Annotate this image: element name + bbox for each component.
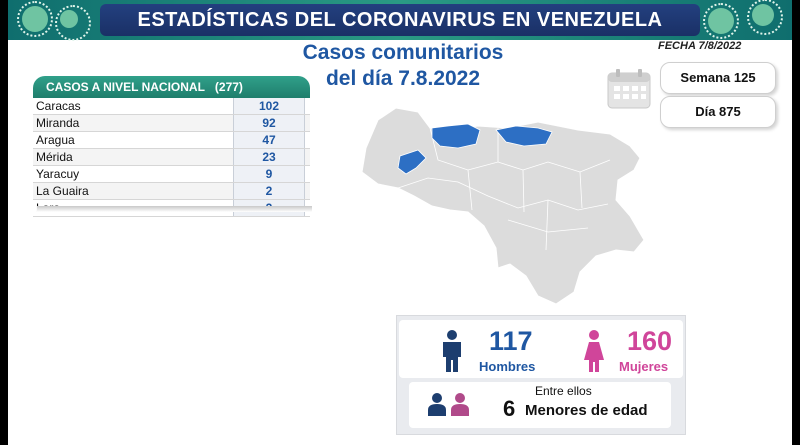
virus-icon (747, 0, 783, 35)
state-name: Caracas (36, 99, 81, 113)
state-cases: 9 (233, 166, 305, 182)
header-bar: ESTADÍSTICAS DEL CORONAVIRUS EN VENEZUEL… (8, 0, 792, 41)
state-name: La Guaira (36, 184, 89, 198)
subtitle-line2: del día 7.8.2022 (325, 67, 481, 90)
venezuela-map (361, 107, 645, 305)
table-shadow (37, 206, 312, 212)
people-icon (428, 393, 469, 416)
map-base (361, 107, 645, 305)
minors-count: 6 (503, 396, 516, 421)
page-title: ESTADÍSTICAS DEL CORONAVIRUS EN VENEZUEL… (100, 4, 700, 36)
virus-icon (17, 1, 53, 37)
state-name: Aragua (36, 133, 75, 147)
demographics-panel: 117 Hombres 160 Mujeres Entre ellos 6 Me… (396, 315, 686, 435)
day-counter: Día 875 (660, 96, 776, 128)
table-row: Aragua 47 (33, 132, 310, 149)
men-count: 117 (489, 326, 533, 356)
woman-icon (584, 330, 604, 372)
table-row: Mérida 23 (33, 149, 310, 166)
table-row: Caracas 102 (33, 98, 310, 115)
state-name: Miranda (36, 116, 80, 130)
state-cases: 2 (233, 183, 305, 199)
minors-intro: Entre ellos (535, 384, 592, 398)
state-cases: 47 (233, 132, 305, 148)
map-highlight-region (431, 123, 481, 149)
men-label: Hombres (479, 359, 536, 374)
state-name: Yaracuy (36, 167, 80, 181)
man-icon (443, 330, 461, 372)
table-row: Yaracuy 9 (33, 166, 310, 183)
state-cases: 102 (233, 98, 305, 114)
cases-table-header: CASOS A NIVEL NACIONAL (277) (33, 76, 310, 98)
minors-breakdown: Entre ellos 6 Menores de edad (409, 382, 671, 428)
week-counter: Semana 125 (660, 62, 776, 94)
state-cases: 92 (233, 115, 305, 131)
minors-label: Menores de edad (525, 402, 648, 419)
cases-table: CASOS A NIVEL NACIONAL (277) Caracas 102 M… (33, 76, 323, 217)
women-count: 160 (627, 326, 673, 356)
subtitle-line1: Casos comunitarios (302, 41, 504, 64)
virus-icon (55, 5, 91, 41)
cases-table-total: (277) (214, 80, 243, 94)
table-row: Miranda 92 (33, 115, 310, 132)
map-highlight-region (495, 125, 553, 147)
virus-icon (703, 3, 739, 39)
report-date: FECHA 7/8/2022 (658, 40, 742, 52)
cases-table-body: Caracas 102 Miranda 92 Aragua 47 Mérida 23 Y… (33, 98, 310, 217)
gender-breakdown: 117 Hombres 160 Mujeres (399, 320, 683, 378)
table-row: La Guaira 2 (33, 183, 310, 200)
women-label: Mujeres (619, 359, 669, 374)
map-highlight-region (397, 149, 427, 175)
state-cases: 23 (233, 149, 305, 165)
subtitle: Casos comunitarios del día 7.8.2022 (268, 40, 538, 92)
infographic: ESTADÍSTICAS DEL CORONAVIRUS EN VENEZUEL… (8, 0, 792, 445)
state-name: Mérida (36, 150, 73, 164)
cases-table-title: CASOS A NIVEL NACIONAL (46, 80, 205, 94)
calendar-icon (607, 69, 651, 109)
